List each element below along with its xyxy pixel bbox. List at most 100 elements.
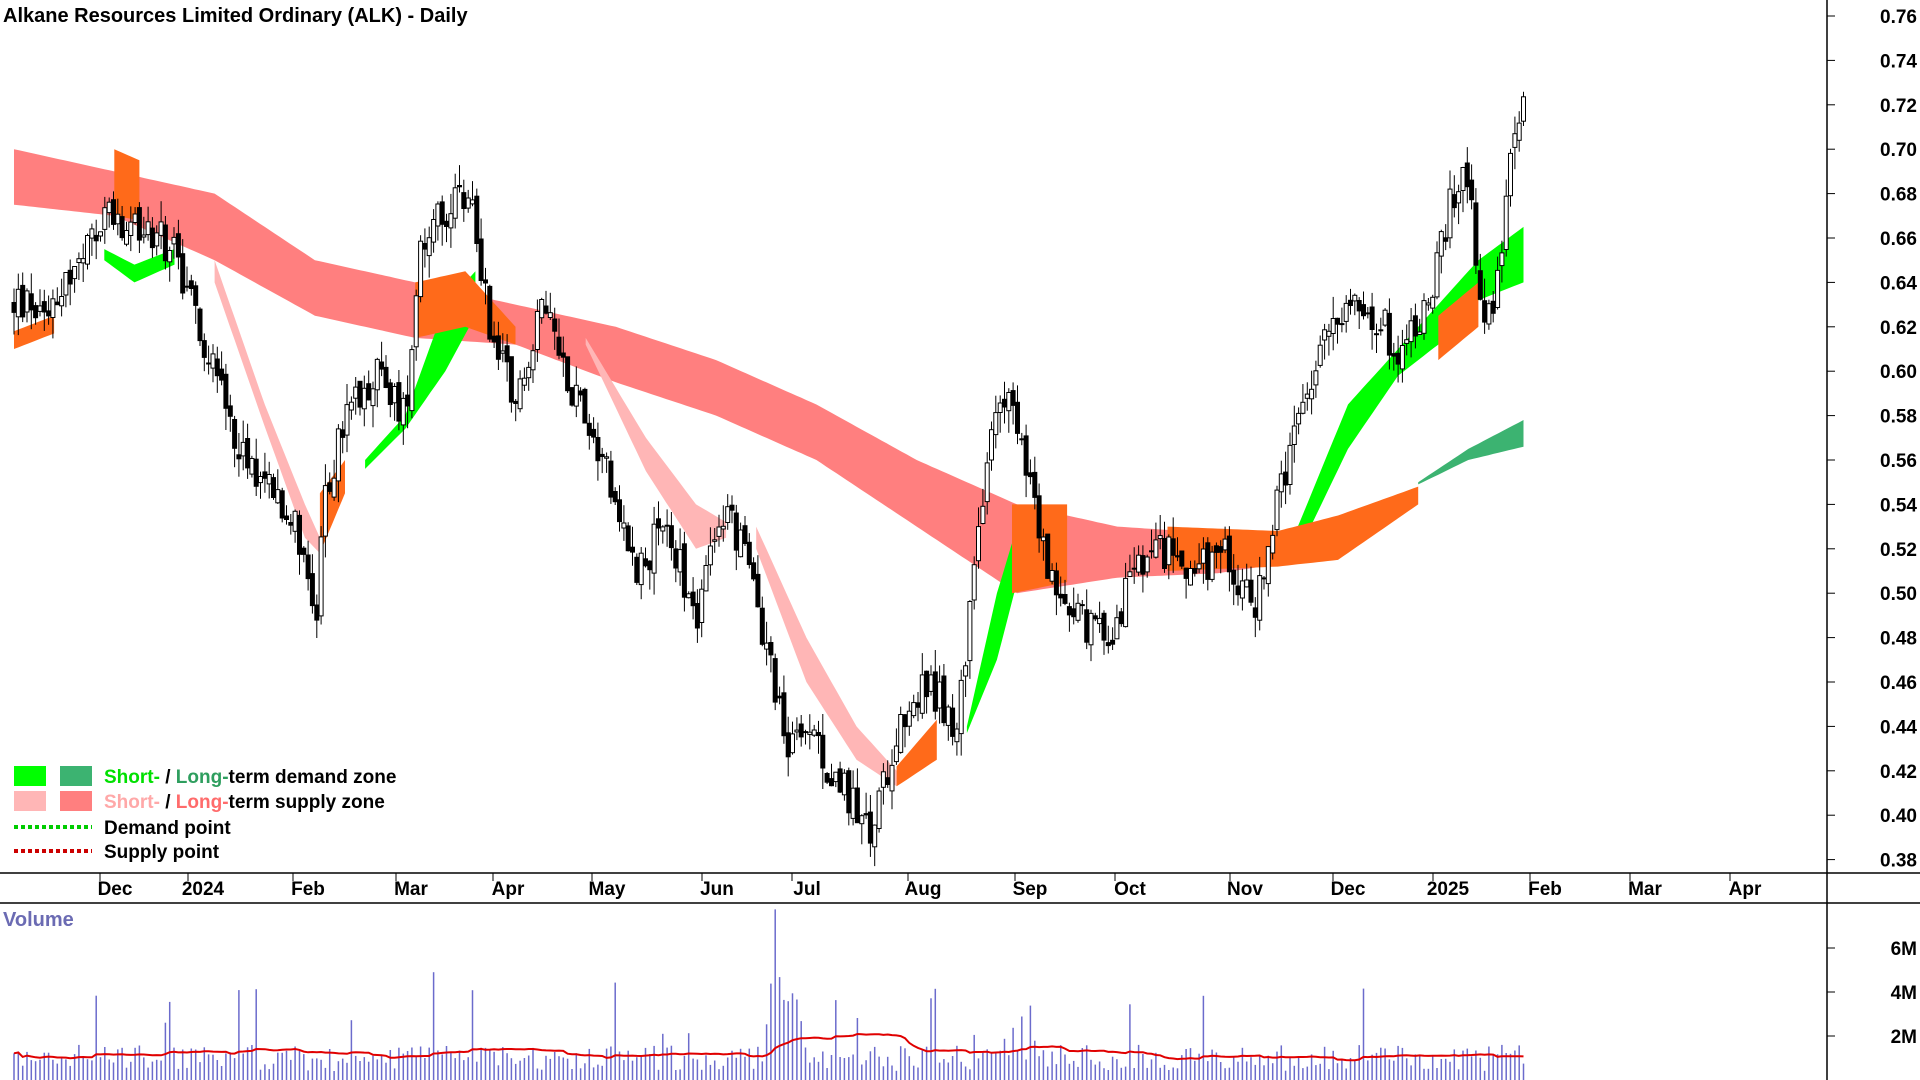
candle-body [1421,300,1427,334]
candle-body [1248,579,1254,603]
price-tick-label: 0.76 [1880,7,1917,28]
price-tick-label: 0.56 [1880,451,1917,472]
candle-body [1521,96,1526,122]
price-tick-label: 0.38 [1880,851,1917,872]
candle-body [124,230,129,245]
candle-body [340,429,346,438]
candle-body [465,197,471,209]
candle-body [54,301,60,306]
candle-body [344,404,350,436]
candle-body [621,522,627,529]
price-tick-label: 0.58 [1880,407,1917,428]
candle-body [638,552,644,586]
candle-body [46,310,52,317]
candle-body [690,591,696,607]
price-tick-label: 0.40 [1880,806,1917,827]
candle-body [128,221,134,237]
candle-body [647,560,653,571]
volume-title: Volume [3,909,74,931]
candle-body [772,658,778,703]
candle-body [612,491,618,503]
candle-body [1226,535,1232,573]
candle-body [24,290,30,313]
candle-body [513,400,519,404]
candle-body [1283,471,1289,486]
candle-body [483,279,488,284]
candle-body [262,471,268,479]
candle-body [586,422,592,436]
price-tick-label: 0.68 [1880,185,1917,206]
candle-body [1365,312,1371,315]
candle-body [1348,299,1353,306]
candle-body [461,192,467,210]
candle-body [1244,579,1250,588]
candle-body [1296,412,1302,425]
candle-body [1092,615,1098,620]
candle-body [1144,556,1150,573]
candle-body [1045,533,1051,579]
candle-body [591,428,597,438]
candle-body [383,366,389,388]
candle-body [997,402,1003,413]
candle-body [1239,580,1245,599]
candle-body [132,213,138,223]
zone-overlap [896,719,937,787]
candle-body [803,731,808,734]
candle-body [470,199,475,205]
candle-body [569,387,575,406]
candle-body [1443,237,1449,242]
candle-body [504,345,510,363]
candle-body [1023,435,1029,476]
candle-body [893,745,899,763]
candle-body [448,213,454,229]
candle-body [149,227,155,249]
candle-body [72,266,78,280]
candle-body [275,489,281,504]
candle-body [1075,602,1081,621]
candle-body [335,428,341,482]
candle-body [305,554,311,580]
candle-body [292,510,298,532]
candle-body [1326,330,1332,337]
candle-body [1157,535,1163,540]
candle-body [322,485,328,537]
candle-body [841,772,847,796]
candle-body [1079,604,1085,607]
candle-body [288,522,294,526]
candle-body [630,546,635,553]
candle-body [595,437,601,462]
price-tick-label: 0.70 [1880,140,1917,161]
candles-layer [11,91,1526,867]
candle-body [1503,195,1509,250]
candle-body [444,220,449,228]
candle-body [1170,538,1176,556]
candle-body [565,356,571,392]
candle-body [556,336,562,356]
candle-body [764,642,770,650]
volume-tick-label: 2M [1891,1027,1917,1048]
candle-body [119,216,125,239]
candle-body [439,201,445,225]
long-term-supply-zone [14,149,1278,594]
candle-body [284,515,289,520]
candle-body [751,562,757,580]
candle-body [1218,546,1224,553]
x-tick-label: Sep [1013,879,1048,900]
candle-body [1131,567,1137,570]
candle-body [85,235,90,265]
candle-body [33,305,39,319]
candle-body [59,296,65,307]
candle-body [608,460,614,498]
candle-body [1339,323,1345,326]
price-tick-label: 0.44 [1880,717,1917,738]
candle-body [1270,534,1276,554]
candle-body [924,670,930,698]
candle-body [898,714,904,753]
candle-body [76,258,82,264]
legend-supply-slash: / [160,792,176,813]
candle-body [1451,194,1457,209]
candle-body [1460,167,1466,191]
candle-body [573,384,579,407]
candle-body [1149,550,1154,553]
